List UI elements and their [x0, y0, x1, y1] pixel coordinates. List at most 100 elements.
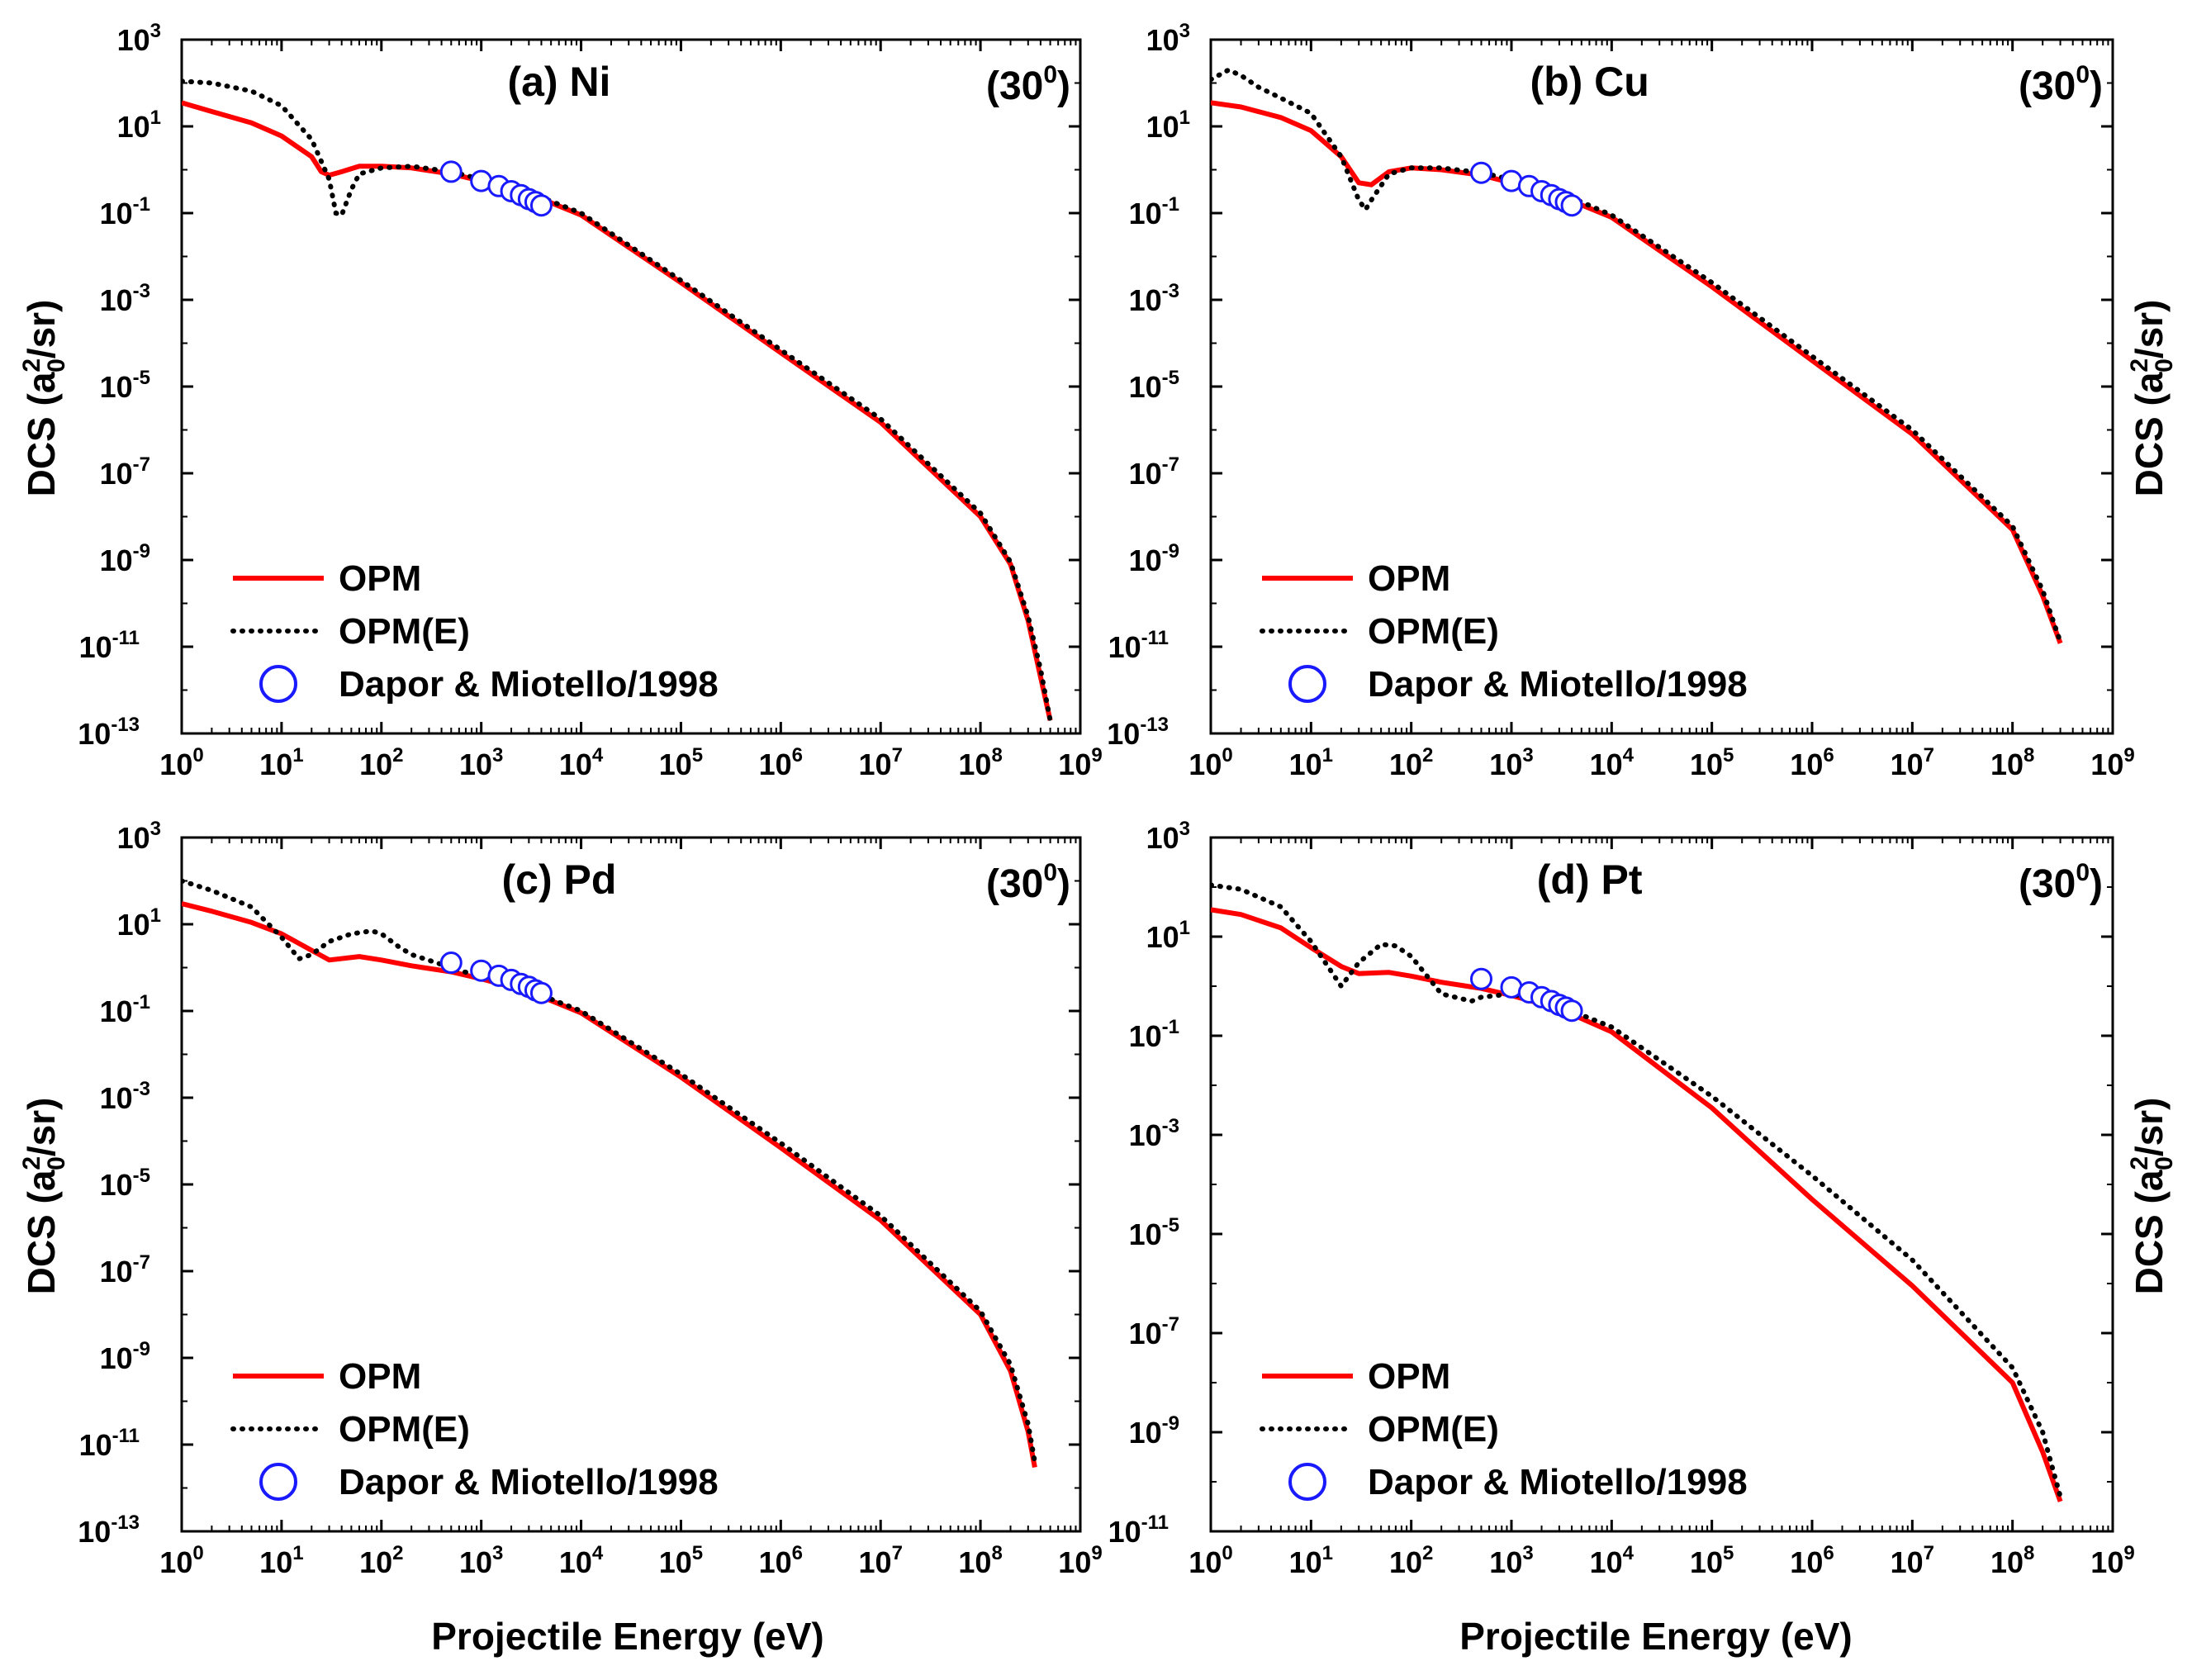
svg-text:DCS (a20/sr): DCS (a20/sr): [2126, 300, 2178, 497]
y-tick-label-b: 10-11: [1108, 627, 1169, 664]
panel-title-c: (c) Pd: [502, 857, 617, 903]
y-tick-label-b: 10-9: [1129, 540, 1179, 577]
exp-point-c: [529, 981, 553, 1004]
y-tick-label-c: 103: [117, 818, 161, 855]
opm-line-b: [1211, 100, 2063, 644]
y-axis-label-top-right: DCS (a20/sr): [2126, 300, 2178, 497]
x-tick-label-d: 107: [1891, 1542, 1934, 1579]
y-tick-label-d: 103: [1146, 818, 1190, 855]
y-axis-label-bottom-right: DCS (a20/sr): [2126, 1098, 2178, 1295]
x-tick-label-a: 109: [1058, 744, 1102, 781]
legend-opme-label-d: OPM(E): [1368, 1409, 1499, 1450]
legend-opm-label-a: OPM: [339, 558, 421, 599]
x-tick-label-a: 104: [559, 744, 604, 781]
y-tick-label-d: 10-7: [1129, 1313, 1179, 1350]
x-tick-label-d: 101: [1289, 1542, 1333, 1579]
legend-exp-label-c: Dapor & Miotello/1998: [339, 1462, 719, 1502]
legend-exp-label-a: Dapor & Miotello/1998: [339, 664, 719, 705]
x-tick-label-a: 102: [359, 744, 403, 781]
angle-label-b: (300): [2019, 61, 2103, 108]
x-axis-label-right: Projectile Energy (eV): [1459, 1615, 1853, 1658]
legend-c: OPM OPM(E) Dapor & Miotello/1998: [230, 1356, 719, 1502]
x-tick-label-d: 100: [1189, 1542, 1232, 1579]
y-tick-label-b: 103: [1146, 20, 1190, 57]
x-tick-label-a: 100: [159, 744, 203, 781]
opm-line-a: [182, 100, 1053, 721]
svg-text:DCS (a20/sr): DCS (a20/sr): [2126, 1098, 2178, 1295]
x-tick-label-d: 102: [1389, 1542, 1433, 1579]
legend-opm-label-d: OPM: [1368, 1356, 1450, 1397]
x-tick-label-b: 101: [1289, 744, 1333, 781]
angle-label-a: (300): [986, 61, 1070, 108]
x-tick-label-c: 101: [259, 1542, 303, 1579]
opm-line-c: [182, 901, 1037, 1469]
x-tick-label-c: 106: [759, 1542, 803, 1579]
y-tick-label-b: 10-3: [1129, 280, 1179, 317]
y-tick-label-a: 10-3: [100, 280, 150, 317]
y-axis-label-bottom-left: DCS (a20/sr): [18, 1098, 70, 1295]
y-tick-label-d: 10-1: [1129, 1016, 1179, 1053]
x-tick-label-d: 105: [1690, 1542, 1734, 1579]
x-tick-label-a: 105: [659, 744, 703, 781]
series-group-a: [182, 78, 1053, 724]
y-tick-label-c: 10-13: [78, 1512, 140, 1549]
y-tick-label-d: 10-5: [1129, 1214, 1179, 1251]
x-tick-label-d: 104: [1590, 1542, 1635, 1579]
x-tick-label-c: 107: [859, 1542, 903, 1579]
y-tick-label-b: 10-1: [1129, 193, 1179, 230]
legend-exp-label-d: Dapor & Miotello/1998: [1368, 1462, 1748, 1502]
x-tick-label-d: 109: [2090, 1542, 2134, 1579]
svg-text:DCS (a20/sr): DCS (a20/sr): [18, 300, 70, 497]
x-tick-label-b: 104: [1590, 744, 1635, 781]
legend-exp-swatch-c: [259, 1463, 297, 1501]
x-tick-label-b: 107: [1891, 744, 1934, 781]
x-tick-label-c: 100: [159, 1542, 203, 1579]
x-axis-label-left: Projectile Energy (eV): [431, 1615, 824, 1658]
y-tick-label-d: 10-11: [1108, 1512, 1169, 1549]
x-tick-label-b: 100: [1189, 744, 1232, 781]
legend-b: OPM OPM(E) Dapor & Miotello/1998: [1260, 558, 1748, 705]
exp-point-b: [1469, 161, 1492, 184]
exp-point-d: [1469, 967, 1492, 990]
exp-point-a: [439, 160, 463, 183]
opme-line-b: [1211, 67, 2063, 644]
legend-exp-swatch-a: [259, 665, 297, 703]
panel-title-b: (b) Cu: [1530, 59, 1649, 105]
x-tick-label-d: 106: [1790, 1542, 1834, 1579]
panel-title-a: (a) Ni: [507, 59, 610, 105]
y-tick-label-a: 10-9: [100, 540, 150, 577]
y-tick-label-a: 10-11: [79, 627, 140, 664]
legend-opme-label-b: OPM(E): [1368, 611, 1499, 652]
legend-opm-label-b: OPM: [1368, 558, 1450, 599]
panels: 100 101 102 103 104 105 106 107 108 10910-1310-11…: [78, 20, 2134, 1579]
y-tick-label-c: 10-3: [100, 1078, 150, 1115]
y-tick-label-a: 10-7: [100, 453, 150, 491]
angle-label-d: (300): [2019, 859, 2103, 906]
x-tick-label-d: 103: [1489, 1542, 1533, 1579]
opm-line-d: [1211, 907, 2063, 1502]
legend-d: OPM OPM(E) Dapor & Miotello/1998: [1260, 1356, 1748, 1502]
series-group-c: [182, 878, 1037, 1469]
x-tick-label-c: 104: [559, 1542, 604, 1579]
chart-panel-d: 100 101 102 103 104 105 106 107 108 109 10-11 10-9 1…: [1108, 818, 2135, 1579]
legend-exp-swatch-d: [1288, 1463, 1326, 1501]
x-tick-label-b: 103: [1489, 744, 1533, 781]
y-tick-label-b: 10-5: [1129, 367, 1179, 404]
y-tick-label-b: 101: [1146, 107, 1190, 144]
x-tick-label-a: 106: [759, 744, 803, 781]
x-tick-label-a: 101: [259, 744, 303, 781]
y-tick-label-d: 101: [1146, 917, 1190, 954]
exp-point-c: [439, 952, 463, 975]
y-tick-label-c: 10-7: [100, 1251, 150, 1288]
y-tick-label-a: 103: [117, 20, 161, 57]
chart-panel-b: 100 101 102 103 104 105 106 107 108 10910-1310-11…: [1107, 20, 2134, 781]
y-tick-label-c: 10-1: [100, 991, 150, 1028]
y-tick-label-c: 10-5: [100, 1165, 150, 1202]
x-tick-label-d: 108: [1990, 1542, 2034, 1579]
exp-point-d: [1560, 999, 1583, 1023]
panel-title-d: (d) Pt: [1537, 857, 1643, 903]
chart-panel-a: 100 101 102 103 104 105 106 107 108 10910-1310-11…: [78, 20, 1102, 781]
y-tick-label-a: 10-5: [100, 367, 150, 404]
x-tick-label-b: 105: [1690, 744, 1734, 781]
legend-exp-swatch-b: [1288, 665, 1326, 703]
